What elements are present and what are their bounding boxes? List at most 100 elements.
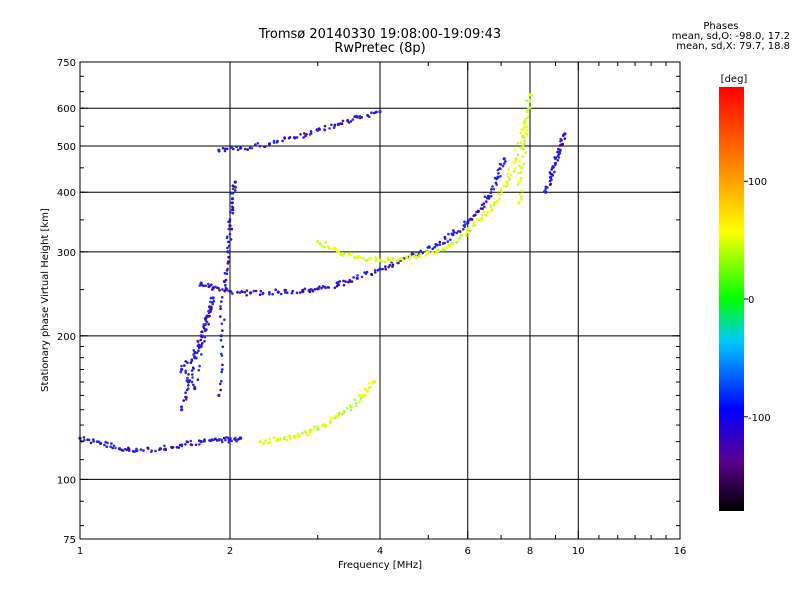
trace-fill-point (518, 193, 522, 196)
trace-fill-point (229, 290, 233, 293)
trace-fill-point (521, 155, 525, 158)
data-point (217, 393, 221, 397)
trace-fill-point (486, 210, 490, 214)
data-point (233, 180, 237, 184)
trace-fill-point (557, 156, 561, 159)
trace-fill-point (374, 271, 377, 274)
data-point (211, 296, 215, 300)
trace-fill-point (506, 183, 510, 187)
trace-fill-point (135, 447, 138, 451)
trace-fill-point (290, 291, 294, 295)
trace-fill-point (188, 379, 192, 382)
trace-fill-point (446, 240, 450, 243)
trace-fill-point (482, 210, 486, 214)
trace-fill-point (334, 248, 338, 252)
trace-fill-point (362, 257, 365, 260)
trace-fill-point (183, 364, 186, 367)
trace-fill-point (494, 181, 498, 185)
trace-fill-point (272, 436, 276, 440)
trace-fill-point (499, 188, 503, 191)
trace-fill-point (514, 160, 517, 163)
trace-fill-point (256, 142, 260, 145)
y-tick-label: 500 (57, 142, 76, 153)
trace-fill-point (313, 425, 316, 429)
trace-fill-point (227, 227, 230, 231)
trace-fill-point (352, 276, 355, 279)
trace-fill-point (219, 338, 223, 342)
trace-fill-point (303, 132, 306, 135)
trace-fill-point (459, 233, 463, 236)
trace-fill-point (233, 189, 237, 192)
trace-fill-point (375, 110, 378, 114)
trace-fill-point (465, 234, 468, 238)
trace-fill-point (381, 260, 384, 263)
trace-fill-point (329, 418, 332, 422)
trace-fill-point (528, 106, 532, 109)
x-axis-label: Frequency [MHz] (338, 560, 422, 571)
trace-fill-point (331, 247, 334, 251)
trace-fill-point (395, 259, 399, 263)
trace-fill-point (324, 286, 327, 290)
trace-fill-point (560, 143, 563, 146)
trace-fill-point (198, 364, 201, 368)
trace-fill-point (197, 349, 200, 353)
trace-fill-point (230, 227, 234, 231)
trace-fill-point (210, 438, 213, 441)
trace-fill-point (204, 323, 207, 327)
trace-fill-point (401, 258, 405, 262)
trace-fill-point (184, 369, 187, 373)
trace-fill-point (481, 213, 484, 217)
trace-fill-point (557, 147, 560, 151)
trace-fill-point (521, 144, 525, 148)
data-point (486, 194, 490, 198)
trace-fill-point (225, 269, 229, 272)
trace-fill-point (327, 247, 331, 250)
data-point (549, 175, 553, 179)
trace-fill-point (192, 353, 195, 356)
trace-fill-point (375, 257, 379, 260)
trace-fill-point (506, 175, 510, 179)
trace-fill-point (219, 305, 222, 308)
trace-fill-point (209, 296, 213, 300)
trace-fill-point (206, 282, 210, 286)
trace-fill-point (184, 443, 187, 446)
trace-fill-point (408, 254, 412, 257)
trace-fill-point (517, 171, 521, 175)
trace-fill-point (347, 252, 351, 256)
trace-fill-point (226, 436, 230, 440)
y-axis-ticks: 75 100 200 300 400 500 600 750 (57, 58, 680, 546)
trace-fill-point (519, 131, 522, 135)
trace-fill-point (431, 247, 435, 251)
trace-fill-point (268, 437, 271, 441)
trace-fill-point (462, 228, 465, 231)
trace-fill-point (384, 267, 388, 271)
trace-fill-point (146, 446, 150, 450)
trace-fill-point (192, 367, 195, 370)
trace-fill-point (193, 385, 196, 389)
trace-fill-point (373, 269, 377, 272)
trace-fill-point (279, 292, 283, 296)
trace-fill-point (318, 242, 322, 246)
trace-fill-point (347, 280, 350, 284)
trace-fill-point (544, 185, 548, 189)
trace-fill-point (187, 384, 190, 387)
trace-fill-point (556, 159, 560, 162)
trace-fill-point (202, 284, 205, 288)
trace-fill-point (214, 285, 217, 289)
data-point (293, 136, 297, 140)
trace-fill-point (418, 255, 422, 259)
trace-fill-point (231, 191, 235, 195)
trace-fill-point (177, 446, 181, 449)
trace-fill-point (221, 329, 224, 332)
trace-fill-point (218, 289, 221, 292)
trace-fill-point (218, 438, 222, 441)
trace-fill-point (228, 250, 232, 253)
trace-fill-point (241, 290, 244, 294)
trace-fill-point (523, 119, 527, 122)
trace-fill-point (498, 197, 501, 201)
trace-fill-point (203, 439, 206, 443)
trace-fill-point (236, 148, 240, 152)
trace-fill-point (204, 284, 207, 288)
trace-fill-point (473, 222, 476, 226)
trace-fill-point (295, 136, 299, 139)
